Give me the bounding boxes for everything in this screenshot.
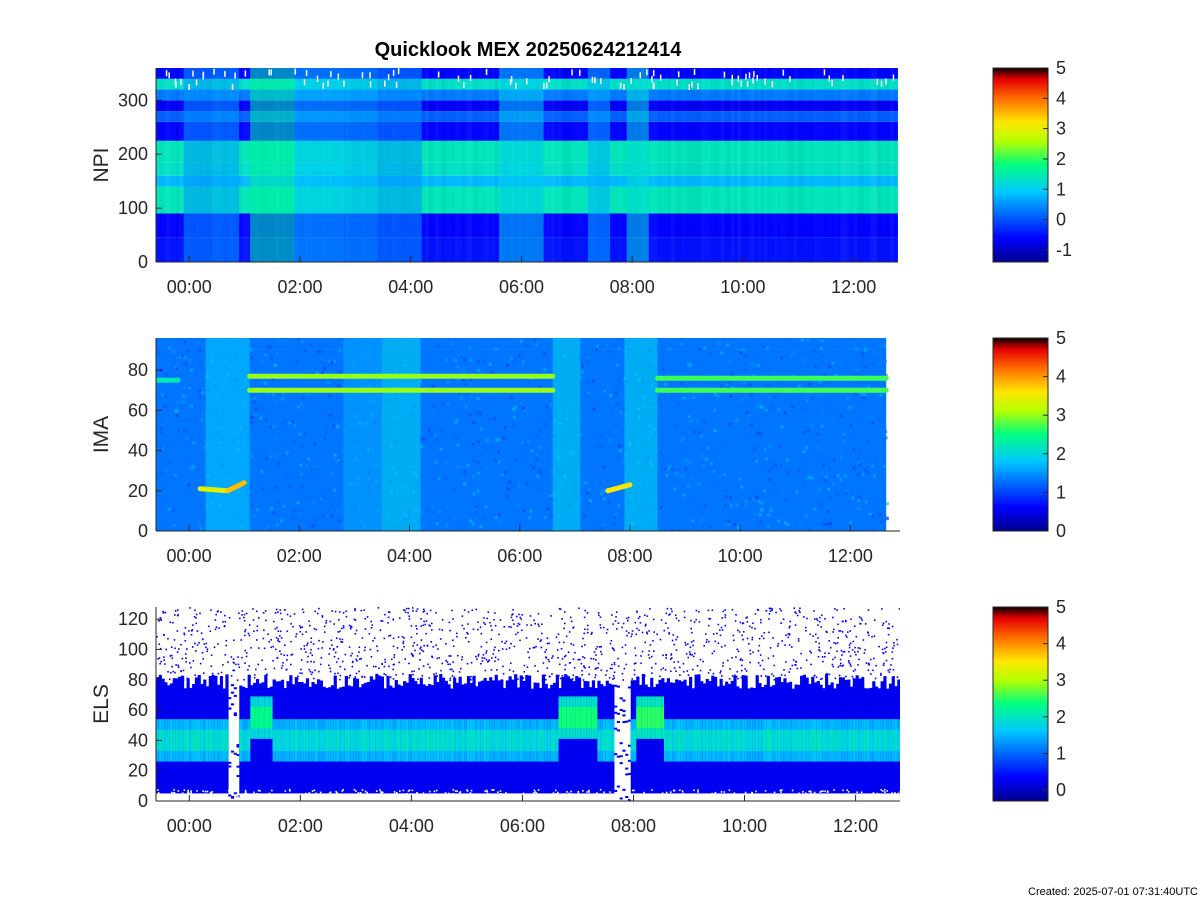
npi-ytick-label: 200 [118,144,148,164]
els-ytick-label: 60 [128,700,148,720]
ima-ytick-label: 60 [128,400,148,420]
els-xtick-label: 02:00 [278,816,323,836]
npi-xtick-label: 06:00 [499,277,544,297]
els-xtick-label: 06:00 [500,816,545,836]
npi-colorbar-tick-label: 4 [1056,88,1066,108]
ima-colorbar-tick-label: 3 [1056,405,1066,425]
els-ytick-label: 100 [118,639,148,659]
ima-line-4 [197,486,231,494]
ima-colorbar-tick-label: 4 [1056,367,1066,387]
els-xtick-label: 04:00 [389,816,434,836]
npi-event-3 [294,68,345,262]
ima-xtick-label: 00:00 [167,546,212,566]
npi-colorbar-tick-label: 5 [1056,58,1066,78]
ima-line-5 [225,480,247,494]
els-spectrogram [156,607,900,801]
ima-line-6 [605,482,633,494]
npi-ytick-label: 0 [138,252,148,272]
els-xtick-label: 00:00 [167,816,212,836]
ima-xtick-label: 12:00 [828,546,873,566]
ima-colorbar: 0 1 2 3 4 5 [992,328,1066,541]
ima-colorbar-tick-label: 1 [1056,482,1066,502]
npi-colorbar-tick-label: 1 [1056,179,1066,199]
npi-event-6 [499,68,544,262]
figure-title: Quicklook MEX 20250624212414 [375,39,683,61]
els-xtick-label: 12:00 [833,816,878,836]
npi-event-5 [377,68,422,262]
ima-event-1 [343,338,382,531]
els-colorbar-tick-label: 1 [1056,743,1066,763]
created-timestamp: Created: 2025-07-01 07:31:40UTC [1028,886,1198,898]
ima-xtick-label: 04:00 [387,546,432,566]
panel-npi: 0 100 200 300 00:00 02:00 04:00 06:00 08:00 10:00… [90,58,1072,297]
els-ytick-label: 80 [128,670,148,690]
els-xtick-label: 08:00 [611,816,656,836]
ima-ytick-label: 40 [128,441,148,461]
npi-xtick-label: 08:00 [610,277,655,297]
els-colorbar-tick-label: 3 [1056,670,1066,690]
els-colorbar-tick-label: 0 [1056,780,1066,800]
npi-colorbar: -1 0 1 2 3 4 5 [992,58,1072,263]
npi-event-4 [344,68,378,262]
npi-colorbar-tick-label: 0 [1056,210,1066,230]
els-colorbar-tick-label: 5 [1056,597,1066,617]
els-colorbar-tick-label: 4 [1056,634,1066,654]
ima-xtick-label: 10:00 [718,546,763,566]
npi-xtick-label: 04:00 [388,277,433,297]
ima-event-3 [552,338,581,531]
npi-event-2 [250,68,295,262]
npi-ytick-label: 100 [118,198,148,218]
els-ytick-label: 20 [128,761,148,781]
ima-background [156,338,887,531]
npi-event-1 [211,68,240,262]
ima-colorbar-tick-label: 2 [1056,444,1066,464]
els-ytick-label: 120 [118,609,148,629]
ima-event-0 [205,338,250,531]
npi-colorbar-tick-label: 3 [1056,119,1066,139]
npi-event-8 [626,68,649,262]
ima-ytick-label: 80 [128,360,148,380]
ima-event-2 [381,338,421,531]
els-xtick-label: 10:00 [722,816,767,836]
npi-xtick-label: 12:00 [831,277,876,297]
els-ytick-label: 40 [128,730,148,750]
ima-xtick-label: 06:00 [497,546,542,566]
npi-event-0 [183,68,212,262]
ima-colorbar-tick-label: 5 [1056,328,1066,348]
ima-ytick-label: 0 [138,521,148,541]
ima-ytick-label: 20 [128,481,148,501]
els-ytick-label: 0 [138,791,148,811]
els-colorbar-tick-label: 2 [1056,707,1066,727]
npi-y-axis-label: NPI [90,147,113,182]
npi-colorbar-tick-label: -1 [1056,240,1072,260]
ima-spectrogram [156,338,890,531]
ima-event-4 [624,338,658,531]
npi-event-7 [587,68,611,262]
npi-xtick-label: 02:00 [277,277,322,297]
npi-spectrogram [156,68,898,262]
ima-xtick-label: 02:00 [277,546,322,566]
els-colorbar: 0 1 2 3 4 5 [992,597,1066,802]
npi-colorbar-tick-label: 2 [1056,149,1066,169]
ima-colorbar-tick-label: 0 [1056,521,1066,541]
npi-ytick-label: 300 [118,90,148,110]
npi-xtick-label: 00:00 [167,277,212,297]
ima-y-axis-label: IMA [90,416,113,453]
ima-xtick-label: 08:00 [607,546,652,566]
npi-xtick-label: 10:00 [720,277,765,297]
els-y-axis-label: ELS [90,684,113,724]
